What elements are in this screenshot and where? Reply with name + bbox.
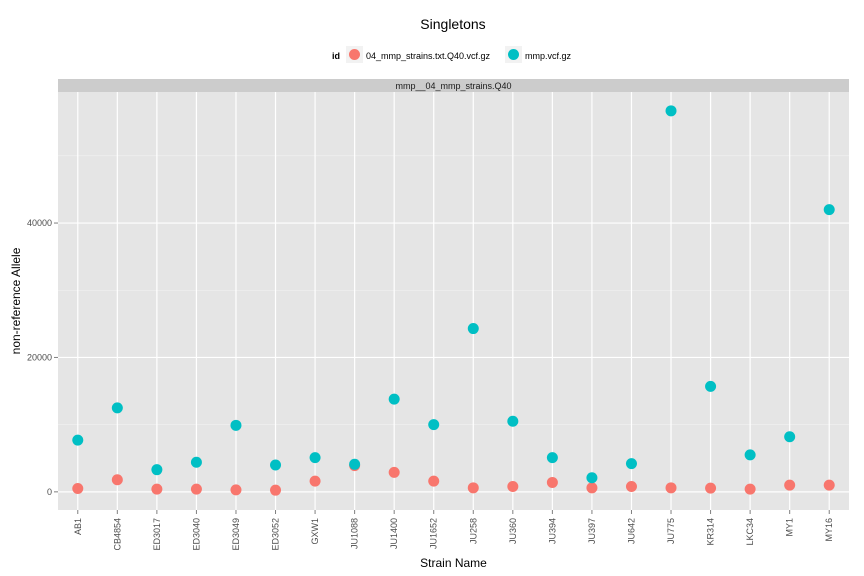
y-tick-label: 0 xyxy=(47,487,52,497)
x-tick-label: JU642 xyxy=(626,518,636,544)
data-point-series-1 xyxy=(111,474,123,486)
legend-label-2: mmp.vcf.gz xyxy=(525,51,572,61)
grid-minor xyxy=(58,155,849,425)
x-tick-label: JU1088 xyxy=(350,518,360,549)
legend-swatch-2 xyxy=(508,49,519,60)
data-point-series-2 xyxy=(467,323,479,335)
x-tick-label: ED3040 xyxy=(191,518,201,551)
x-tick-label: LKC34 xyxy=(745,518,755,546)
x-tick-label: ED3052 xyxy=(271,518,281,551)
data-point-series-2 xyxy=(349,458,361,470)
legend-label-1: 04_mmp_strains.txt.Q40.vcf.gz xyxy=(366,51,491,61)
x-tick-label: CB4854 xyxy=(112,518,122,551)
grid-major xyxy=(58,92,849,510)
y-axis-ticks: 0 20000 40000 xyxy=(27,218,58,497)
data-point-series-1 xyxy=(823,479,835,491)
data-point-series-1 xyxy=(586,482,598,494)
legend: id 04_mmp_strains.txt.Q40.vcf.gz mmp.vcf… xyxy=(332,46,572,63)
x-tick-label: JU775 xyxy=(666,518,676,544)
x-tick-label: MY16 xyxy=(824,518,834,542)
data-point-series-2 xyxy=(784,431,796,443)
data-point-series-1 xyxy=(309,475,321,487)
data-point-series-2 xyxy=(72,434,84,446)
data-point-series-2 xyxy=(151,464,163,476)
data-point-series-2 xyxy=(744,449,756,461)
x-tick-label: KR314 xyxy=(706,518,716,546)
chart-title: Singletons xyxy=(420,16,485,32)
x-tick-label: AB1 xyxy=(73,518,83,535)
data-point-series-1 xyxy=(705,482,717,494)
x-tick-label: JU397 xyxy=(587,518,597,544)
data-point-series-2 xyxy=(546,452,558,464)
legend-swatch-1 xyxy=(349,49,360,60)
data-point-series-1 xyxy=(625,480,637,492)
data-point-series-2 xyxy=(270,459,282,471)
x-tick-label: JU360 xyxy=(508,518,518,544)
x-tick-label: ED3017 xyxy=(152,518,162,551)
data-point-series-1 xyxy=(744,483,756,495)
data-point-series-1 xyxy=(784,479,796,491)
data-point-series-2 xyxy=(507,415,519,427)
x-axis-title: Strain Name xyxy=(420,556,487,570)
x-axis-ticks: AB1 CB4854 ED3017 ED3040 ED3049 ED3052 GXW1 JU1… xyxy=(73,510,834,551)
data-point-series-1 xyxy=(151,483,163,495)
x-tick-label: JU258 xyxy=(468,518,478,544)
plot-panel xyxy=(58,92,849,510)
data-point-series-1 xyxy=(507,480,519,492)
data-point-series-1 xyxy=(190,483,202,495)
data-point-series-2 xyxy=(823,204,835,216)
x-tick-label: JU1400 xyxy=(389,518,399,549)
data-point-series-2 xyxy=(665,105,677,117)
y-tick-label: 40000 xyxy=(27,218,52,228)
data-point-series-2 xyxy=(705,380,717,392)
x-tick-label: JU394 xyxy=(547,518,557,544)
data-point-series-1 xyxy=(270,484,282,496)
x-tick-label: MY1 xyxy=(785,518,795,537)
facet-strip xyxy=(58,79,849,92)
data-point-series-1 xyxy=(665,482,677,494)
y-tick-label: 20000 xyxy=(27,352,52,362)
x-tick-label: ED3049 xyxy=(231,518,241,551)
data-point-series-1 xyxy=(72,482,84,494)
data-point-series-1 xyxy=(467,482,479,494)
data-point-series-1 xyxy=(428,475,440,487)
data-point-series-2 xyxy=(111,402,123,414)
x-tick-label: GXW1 xyxy=(310,518,320,545)
data-point-series-1 xyxy=(546,476,558,488)
data-point-series-2 xyxy=(428,419,440,431)
data-points xyxy=(72,105,835,496)
data-point-series-2 xyxy=(625,458,637,470)
data-point-series-2 xyxy=(190,456,202,468)
data-point-series-1 xyxy=(230,484,242,496)
legend-title: id xyxy=(332,51,340,61)
data-point-series-2 xyxy=(586,472,598,484)
x-tick-label: JU1652 xyxy=(429,518,439,549)
data-point-series-2 xyxy=(230,419,242,431)
data-point-series-2 xyxy=(309,452,321,464)
facet-label: mmp__04_mmp_strains.Q40 xyxy=(395,81,511,91)
y-axis-title: non-reference Allele xyxy=(9,247,23,354)
data-point-series-1 xyxy=(388,466,400,478)
data-point-series-2 xyxy=(388,393,400,405)
